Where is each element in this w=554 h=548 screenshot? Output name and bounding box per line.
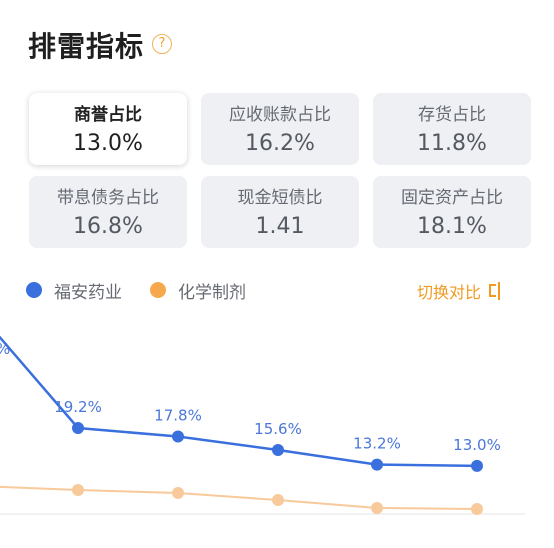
metric-label: 存货占比 xyxy=(418,105,486,125)
metric-card-fixed-assets[interactable]: 固定资产占比 18.1% xyxy=(373,176,531,248)
switch-icon xyxy=(487,282,503,300)
series-point-company xyxy=(72,422,84,434)
data-label: 15.6% xyxy=(254,420,302,438)
switch-compare-label: 切换对比 xyxy=(417,283,482,302)
legend-dot-icon xyxy=(26,282,42,298)
series-point-industry xyxy=(172,487,184,499)
metric-value: 16.2% xyxy=(245,131,315,156)
metric-card-interest-debt[interactable]: 带息债务占比 16.8% xyxy=(29,176,187,248)
metric-label: 带息债务占比 xyxy=(57,188,159,208)
legend-label: 福安药业 xyxy=(54,282,122,303)
metric-label: 应收账款占比 xyxy=(229,105,331,125)
metric-value: 18.1% xyxy=(417,214,487,239)
series-point-industry xyxy=(272,494,284,506)
series-point-industry xyxy=(471,503,483,515)
legend-item-company[interactable]: 福安药业 xyxy=(26,278,122,303)
page-title: 排雷指标 xyxy=(28,30,145,63)
metric-card-receivables[interactable]: 应收账款占比 16.2% xyxy=(201,93,359,165)
metric-card-inventory[interactable]: 存货占比 11.8% xyxy=(373,93,531,165)
data-label: 13.2% xyxy=(353,435,401,453)
metric-value: 11.8% xyxy=(417,131,487,156)
trend-line-chart: 19.2% 17.8% 15.6% 13.2% 13.0%% xyxy=(0,335,525,515)
data-label: 17.8% xyxy=(154,407,202,425)
data-label: 19.2% xyxy=(54,398,102,416)
data-label-partial: % xyxy=(0,340,10,358)
series-point-company xyxy=(272,443,284,456)
series-point-company xyxy=(471,459,483,472)
series-line-industry xyxy=(0,485,478,510)
series-line-company xyxy=(0,335,478,468)
series-point-industry xyxy=(72,484,84,496)
series-point-company xyxy=(172,430,184,443)
series-point-company xyxy=(371,458,383,471)
series-point-industry xyxy=(371,502,383,514)
data-label: 13.0% xyxy=(453,436,501,454)
switch-compare-button[interactable]: 切换对比 xyxy=(417,279,503,303)
metric-label: 商誉占比 xyxy=(74,105,142,125)
metric-card-goodwill[interactable]: 商誉占比 13.0% xyxy=(29,93,187,165)
legend-dot-icon xyxy=(150,282,166,298)
help-icon[interactable]: ? xyxy=(152,34,172,54)
metric-card-cash-short-debt[interactable]: 现金短债比 1.41 xyxy=(201,176,359,248)
metric-label: 现金短债比 xyxy=(237,188,323,208)
metric-label: 固定资产占比 xyxy=(401,188,503,208)
legend-label: 化学制剂 xyxy=(178,282,246,303)
legend-item-industry[interactable]: 化学制剂 xyxy=(150,278,246,303)
metric-value: 13.0% xyxy=(73,131,143,156)
metric-value: 1.41 xyxy=(255,214,305,239)
metric-value: 16.8% xyxy=(73,214,143,239)
